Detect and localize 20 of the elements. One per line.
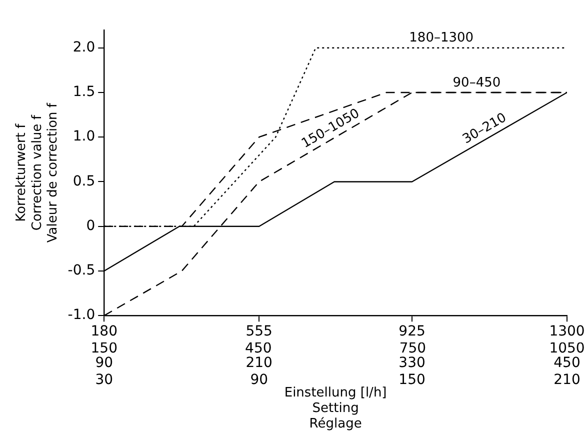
x-tick-label: 925: [398, 324, 426, 340]
x-tick-label: 180: [90, 324, 118, 340]
x2-tick-label: 150: [90, 340, 118, 356]
y-tick-label: 0: [86, 218, 96, 234]
x-tick-label: 555: [246, 324, 272, 340]
x-axis-title: Einstellung [l/h] Setting Réglage: [284, 385, 387, 432]
y-tick-label: 1.0: [72, 128, 96, 145]
y-tick-label: -1.0: [68, 307, 96, 324]
y-axis-title: Korrekturwert f Correction value f Valeur de correction f: [14, 102, 60, 243]
y-tick-label: 1.5: [72, 84, 96, 100]
y-tick-label: -0.5: [68, 262, 96, 279]
x2-tick-label: 1050: [549, 340, 585, 356]
x-tick-label: 1300: [549, 324, 585, 340]
x2-tick-label: 750: [399, 340, 426, 356]
x2-tick-label: 450: [245, 340, 272, 356]
y-tick-label: 0.5: [72, 173, 96, 190]
series-label: 180–1300: [409, 30, 474, 46]
y-tick-label: 2.0: [72, 39, 96, 56]
text: 90 210 330 450: [95, 355, 580, 372]
series-label: 90–450: [452, 75, 501, 90]
